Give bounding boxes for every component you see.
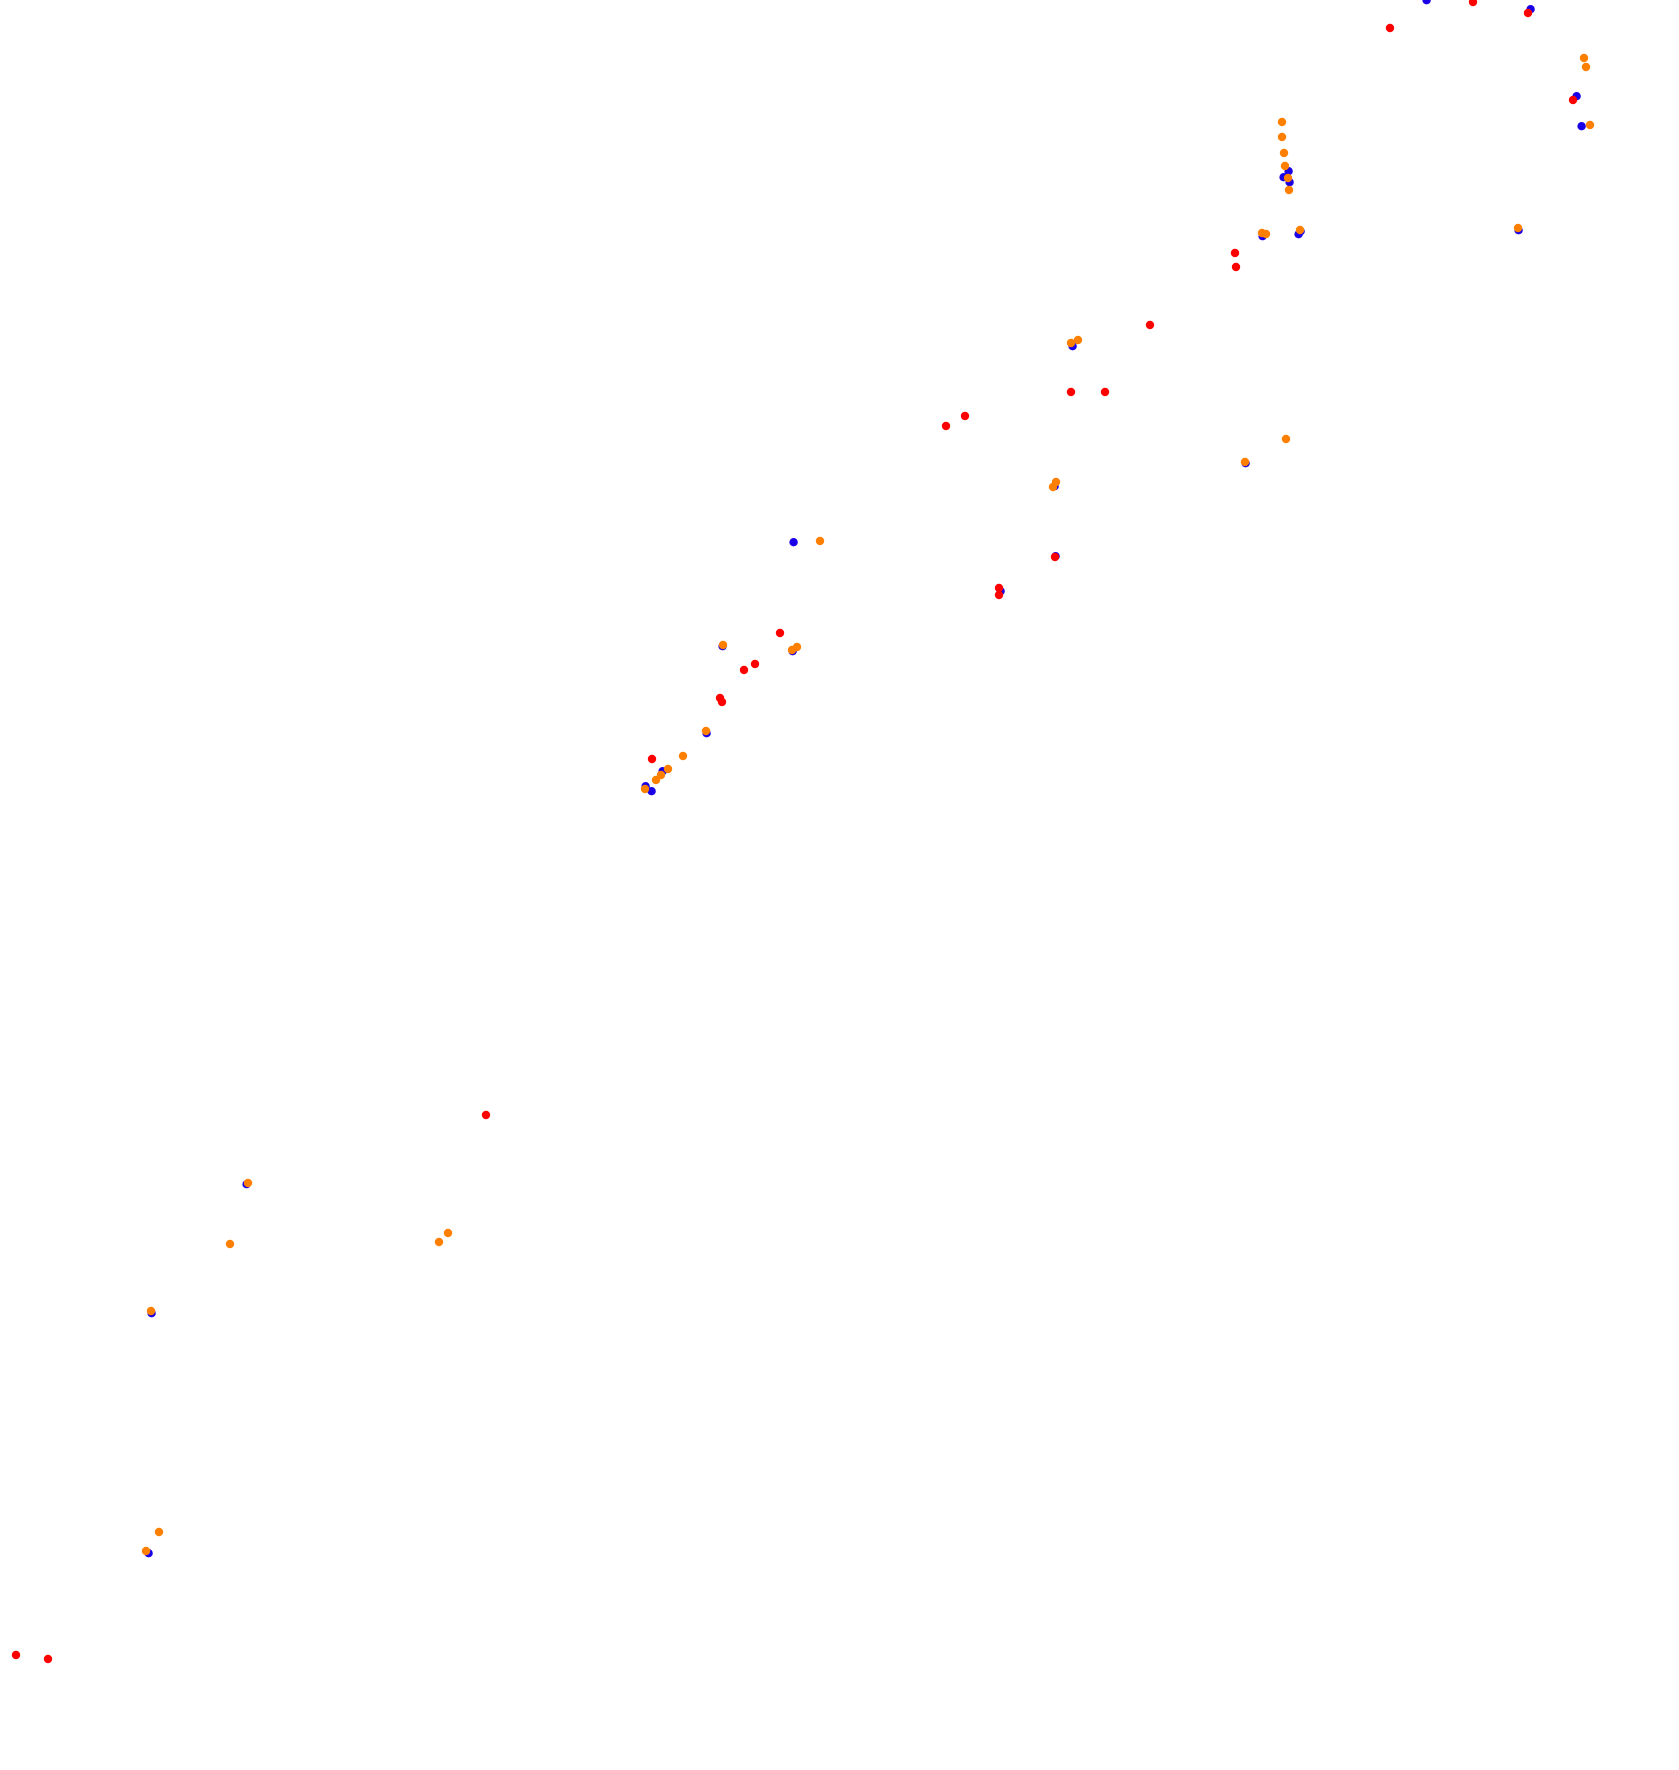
scatter-point xyxy=(1581,62,1591,72)
scatter-point xyxy=(678,751,688,761)
scatter-point xyxy=(1523,8,1533,18)
series-layer xyxy=(11,0,1595,1664)
scatter-point xyxy=(1277,117,1287,127)
scatter-point xyxy=(1066,387,1076,397)
scatter-point xyxy=(11,1650,21,1660)
series-2 xyxy=(11,0,1578,1664)
scatter-point xyxy=(43,1654,53,1664)
scatter-point xyxy=(994,583,1004,593)
scatter-point xyxy=(1279,148,1289,158)
scatter-point xyxy=(1100,387,1110,397)
scatter-point xyxy=(775,628,785,638)
scatter-point xyxy=(663,764,673,774)
scatter-point xyxy=(789,538,798,547)
scatter-point xyxy=(1145,320,1155,330)
scatter-point xyxy=(1579,53,1589,63)
scatter-point xyxy=(717,697,727,707)
scatter-point xyxy=(225,1239,235,1249)
scatter-point xyxy=(647,754,657,764)
scatter-point xyxy=(994,590,1004,600)
scatter-point xyxy=(434,1237,444,1247)
scatter-point xyxy=(1422,0,1431,5)
scatter-point xyxy=(1283,173,1293,183)
scatter-point xyxy=(1048,482,1058,492)
scatter-point xyxy=(651,775,661,785)
scatter-point xyxy=(1468,0,1478,7)
scatter-point xyxy=(787,645,797,655)
scatter-point xyxy=(1284,185,1294,195)
scatter-point xyxy=(941,421,951,431)
scatter-point xyxy=(1050,552,1060,562)
scatter-point xyxy=(647,787,656,796)
scatter-point xyxy=(1240,457,1250,467)
scatter-point xyxy=(1295,225,1305,235)
scatter-point xyxy=(1231,262,1241,272)
scatter-point xyxy=(443,1228,453,1238)
scatter-point xyxy=(1230,248,1240,258)
scatter-point xyxy=(1281,434,1291,444)
scatter-point xyxy=(701,726,711,736)
scatter-point xyxy=(750,659,760,669)
scatter-point xyxy=(1277,132,1287,142)
scatter-point xyxy=(243,1178,253,1188)
scatter-point xyxy=(154,1527,164,1537)
scatter-point xyxy=(141,1546,151,1556)
scatter-point xyxy=(481,1110,491,1120)
scatter-point xyxy=(1568,95,1578,105)
scatter-point xyxy=(1577,122,1586,131)
scatter-point xyxy=(960,411,970,421)
scatter-point xyxy=(1513,223,1523,233)
scatter-point xyxy=(1280,161,1290,171)
scatter-point xyxy=(640,784,650,794)
scatter-point xyxy=(1385,23,1395,33)
scatter-point xyxy=(718,640,728,650)
scatter-point xyxy=(1261,229,1271,239)
scatter-point xyxy=(815,536,825,546)
series-3 xyxy=(141,53,1595,1556)
scatter-point xyxy=(1073,335,1083,345)
scatter-point xyxy=(1585,120,1595,130)
scatter-point xyxy=(739,665,749,675)
scatter-point xyxy=(1066,338,1076,348)
scatter-point xyxy=(146,1306,156,1316)
